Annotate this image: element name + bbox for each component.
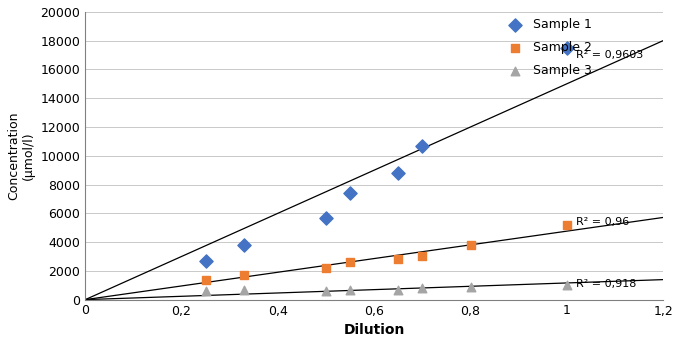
Sample 3	[200, 288, 211, 294]
Sample 3	[345, 287, 356, 292]
Sample 3	[393, 287, 404, 292]
Sample 2	[562, 222, 573, 228]
Text: R² = 0,918: R² = 0,918	[577, 279, 637, 289]
Sample 1	[200, 258, 211, 264]
Sample 2	[320, 265, 331, 271]
Sample 1	[320, 215, 331, 221]
Text: R² = 0,96: R² = 0,96	[577, 217, 630, 227]
Sample 3	[465, 284, 476, 289]
Sample 2	[417, 254, 428, 259]
Sample 3	[320, 288, 331, 294]
Sample 2	[239, 272, 250, 278]
Text: R² = 0,9603: R² = 0,9603	[577, 50, 644, 60]
Sample 2	[200, 277, 211, 282]
Sample 1	[393, 170, 404, 176]
Sample 2	[465, 242, 476, 248]
Sample 3	[239, 287, 250, 292]
Sample 1	[239, 242, 250, 248]
Sample 3	[562, 282, 573, 288]
Sample 2	[393, 257, 404, 262]
Sample 1	[345, 191, 356, 196]
X-axis label: Dilution: Dilution	[343, 323, 405, 337]
Sample 2	[345, 259, 356, 265]
Sample 1	[417, 143, 428, 149]
Y-axis label: Concentration
(μmol/l): Concentration (μmol/l)	[7, 111, 35, 200]
Sample 3	[417, 286, 428, 291]
Sample 1	[562, 45, 573, 51]
Legend: Sample 1, Sample 2, Sample 3: Sample 1, Sample 2, Sample 3	[507, 18, 592, 77]
